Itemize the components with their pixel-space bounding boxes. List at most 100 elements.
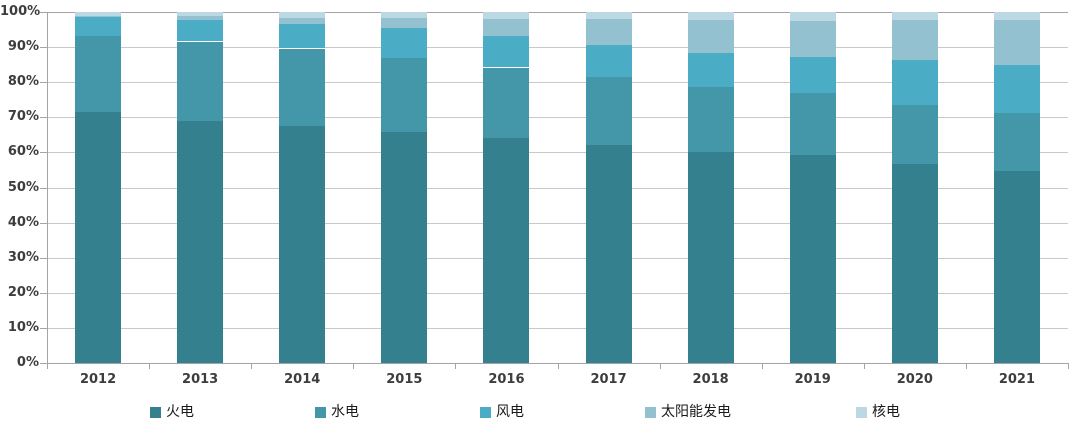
y-axis-tick [40, 188, 47, 189]
x-axis-category-label: 2021 [998, 372, 1036, 387]
x-axis-category-label: 2014 [284, 372, 321, 387]
x-axis-line [47, 363, 1068, 364]
x-axis-tick [762, 363, 763, 369]
y-axis-tick-label: 60% [7, 144, 39, 159]
bar-2016-segment-nuclear [483, 12, 530, 20]
legend-label: 风电 [496, 404, 524, 420]
bar-2012-segment-nuclear [75, 12, 121, 17]
gridline [47, 223, 1068, 224]
x-axis-tick [47, 363, 48, 369]
x-axis-tick [251, 363, 252, 369]
gridline [47, 293, 1068, 294]
bar-2021-segment-nuclear [993, 12, 1040, 20]
y-axis-tick [40, 223, 47, 224]
x-axis-tick [1068, 363, 1069, 369]
legend-swatch-thermal [150, 407, 161, 418]
legend-label: 水电 [331, 404, 359, 420]
y-axis-tick-label: 30% [7, 250, 39, 265]
bar-2015-segment-solar [381, 18, 428, 28]
bar-2020-segment-solar [891, 20, 938, 61]
x-axis-category-label: 2012 [79, 372, 117, 387]
bar-2013-segment-nuclear [177, 12, 224, 16]
legend-swatch-solar [645, 407, 656, 418]
y-axis-tick [40, 328, 47, 329]
bar-2018-segment-solar [687, 20, 734, 53]
x-axis-category-label: 2017 [590, 372, 627, 387]
legend-label: 太阳能发电 [661, 404, 731, 420]
legend-label: 火电 [166, 404, 194, 420]
x-axis-tick [353, 363, 354, 369]
bar-2018-segment-hydro [687, 86, 734, 152]
bar-2019-segment-wind [789, 56, 836, 94]
bar-2020-segment-nuclear [891, 12, 938, 21]
bar-2015-segment-wind [381, 27, 428, 58]
gridline [47, 152, 1068, 153]
y-axis-tick [40, 258, 47, 259]
y-axis-line [47, 12, 48, 369]
bar-2016-segment-wind [483, 35, 530, 68]
y-axis-tick-label: 80% [7, 74, 39, 89]
x-axis-category-label: 2019 [794, 372, 831, 387]
bar-2014-segment-solar [279, 17, 326, 24]
bar-2014-segment-thermal [279, 126, 326, 363]
y-axis-tick-label: 10% [7, 320, 39, 335]
bar-2013-segment-hydro [177, 41, 224, 121]
bar-2018-segment-thermal [687, 151, 734, 363]
bar-2021-segment-hydro [993, 113, 1040, 172]
bar-2018-segment-nuclear [687, 12, 734, 21]
x-axis-category-label: 2013 [182, 372, 219, 387]
legend-label: 核电 [872, 404, 900, 420]
x-axis-tick [455, 363, 456, 369]
gridline [47, 188, 1068, 189]
legend-swatch-nuclear [856, 407, 867, 418]
bar-2019-segment-thermal [789, 155, 836, 363]
x-axis-tick [864, 363, 865, 369]
gridline [47, 328, 1068, 329]
legend-item-hydro: 水电 [315, 405, 359, 420]
bar-2012-segment-hydro [75, 35, 121, 113]
y-axis-tick-label: 50% [7, 180, 39, 195]
bar-2012-segment-solar [75, 16, 121, 18]
bar-2015-segment-hydro [381, 58, 428, 133]
legend-item-nuclear: 核电 [856, 405, 900, 420]
bar-2012-segment-wind [75, 17, 121, 36]
bar-2021-segment-wind [993, 65, 1040, 114]
y-axis-tick-label: 40% [7, 215, 39, 230]
y-axis-tick [40, 152, 47, 153]
bar-2017-segment-solar [585, 19, 632, 45]
bar-2013-segment-solar [177, 15, 224, 21]
bar-2015-segment-nuclear [381, 12, 428, 18]
bar-2019-segment-hydro [789, 93, 836, 156]
bar-2014-segment-nuclear [279, 12, 326, 18]
y-axis-tick-label: 90% [7, 39, 39, 54]
x-axis-category-label: 2016 [488, 372, 525, 387]
legend-item-thermal: 火电 [150, 405, 194, 420]
bar-2015-segment-thermal [381, 132, 428, 363]
bar-2017-segment-nuclear [585, 12, 632, 20]
y-axis-tick [40, 12, 47, 13]
bar-2014-segment-wind [279, 23, 326, 49]
legend-swatch-hydro [315, 407, 326, 418]
bar-2016-segment-hydro [483, 67, 530, 139]
bar-2020-segment-wind [891, 60, 938, 106]
bar-2013-segment-thermal [177, 120, 224, 363]
y-axis-tick [40, 293, 47, 294]
legend-item-wind: 风电 [480, 405, 524, 420]
bar-2019-segment-nuclear [789, 12, 836, 21]
bar-2016-segment-solar [483, 19, 530, 36]
bar-2014-segment-hydro [279, 48, 326, 127]
bar-2017-segment-hydro [585, 77, 632, 145]
x-axis-tick [149, 363, 150, 369]
y-axis-tick [40, 363, 47, 364]
y-axis-tick-label: 20% [7, 285, 39, 300]
bar-2017-segment-thermal [585, 144, 632, 363]
y-axis-tick [40, 82, 47, 83]
x-axis-tick [966, 363, 967, 369]
gridline [47, 258, 1068, 259]
y-axis-tick [40, 47, 47, 48]
y-axis-tick-label: 100% [0, 4, 41, 19]
legend-item-solar: 太阳能发电 [645, 405, 731, 420]
legend-swatch-wind [480, 407, 491, 418]
x-axis-tick [660, 363, 661, 369]
